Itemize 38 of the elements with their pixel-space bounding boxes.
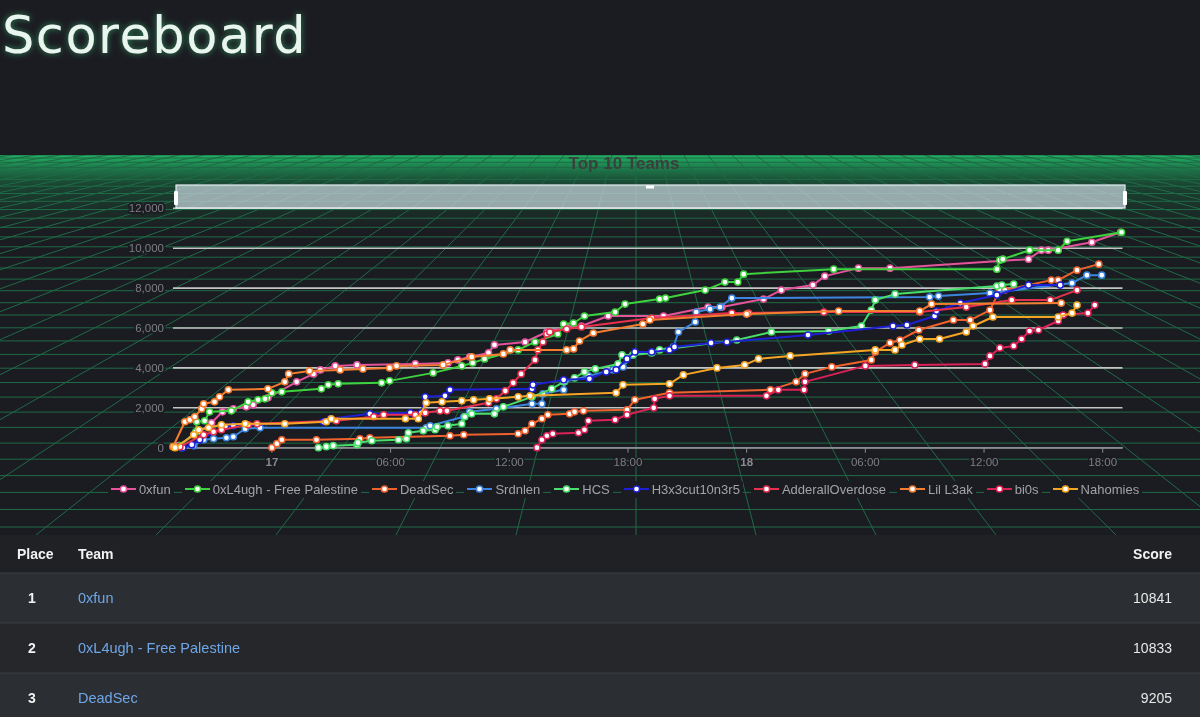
x-tick-label: 18:00 [613,456,643,468]
legend-label: 0xfun [138,481,171,497]
x-tick-label: 06:00 [850,456,880,468]
legend-label: bi0s [1014,481,1039,497]
text: Score [1133,545,1173,562]
legend-label: 0xL4ugh - Free Palestine [212,481,358,497]
legend-label: DeadSec [399,481,454,497]
category-label: DeadSec [78,690,138,707]
x-tick-label: 17 [265,456,279,468]
text: Team [78,545,114,562]
y-tick-label: 6,000 [135,322,164,335]
x-tick-label: 12:00 [969,456,999,468]
text: Place [17,545,54,562]
y-tick-label: 4,000 [135,361,164,374]
text: 3 [28,689,37,706]
legend-label: HCS [582,481,610,497]
data-label: 10841 [1133,589,1173,606]
x-tick-label: 12:00 [494,456,524,468]
y-tick-label: 0 [157,441,164,454]
y-tick-label: 12,000 [128,202,164,215]
text: 2 [28,639,37,656]
legend-label: Nahomies [1080,481,1140,497]
x-tick-label: 18:00 [1088,456,1118,468]
x-tick-label: 18 [740,456,754,468]
x-tick-label: 06:00 [376,456,405,468]
y-tick-label: 10,000 [128,242,164,255]
text: 1 [28,589,37,606]
legend-label: Lil L3ak [927,481,973,497]
legend-label: H3x3cut10n3r5 [651,481,740,497]
y-tick-label: 2,000 [135,401,164,414]
legend-label: AdderallOverdose [781,481,886,497]
category-label: 0xfun [78,590,114,607]
chart-subtitle: Top 10 Teams [568,154,680,173]
data-label: 9205 [1140,689,1173,706]
data-label: 10833 [1133,639,1173,656]
legend-label: Srdnlen [495,481,541,497]
chart-title: Scoreboard [2,6,308,65]
category-label: 0xL4ugh - Free Palestine [78,640,241,657]
